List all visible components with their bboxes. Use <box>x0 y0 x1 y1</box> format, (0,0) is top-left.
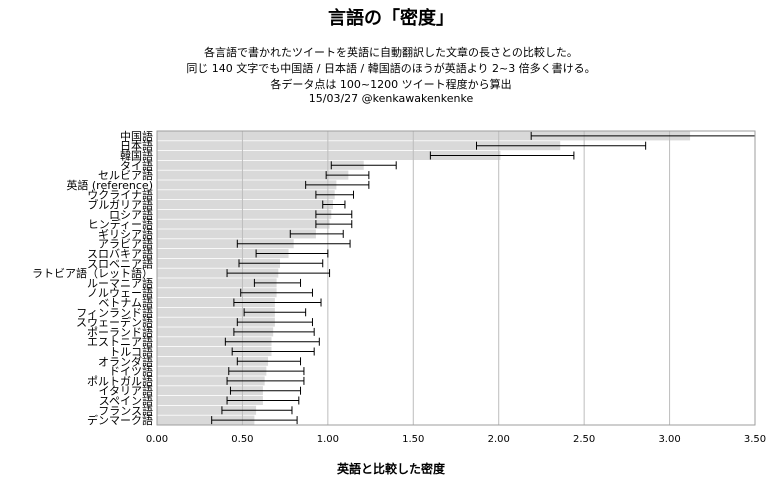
chart-title: 言語の「密度」 <box>328 8 454 29</box>
category-label: ギリシア語 <box>98 227 153 241</box>
category-label: ウクライナ語 <box>87 188 153 202</box>
bar <box>157 249 289 258</box>
plot-frame <box>156 130 756 426</box>
category-label: ポルトガル語 <box>87 374 153 388</box>
category-label: ラトビア語（レット語） <box>32 266 153 280</box>
x-tick-label: 1.50 <box>402 434 424 445</box>
category-label: 英語 (reference) <box>66 178 153 192</box>
category-label: ドイツ語 <box>109 364 153 378</box>
subtitle-line-4: 15/03/27 @kenkawakenkenke <box>308 92 474 105</box>
x-tick-label: 3.50 <box>744 434 766 445</box>
bar <box>157 386 263 396</box>
bar <box>157 200 333 209</box>
bar <box>157 278 277 288</box>
category-label: エストニア語 <box>87 335 153 349</box>
category-label: アラビア語 <box>98 237 153 251</box>
bar <box>157 151 501 160</box>
bar <box>157 356 269 366</box>
bar <box>157 239 294 249</box>
category-label: スペイン語 <box>99 394 153 408</box>
subtitle-line-3: 各データ点は 100~1200 ツイート程度から算出 <box>270 78 512 91</box>
bar <box>157 258 281 268</box>
category-label: フィンランド語 <box>76 305 153 319</box>
bar <box>157 190 335 200</box>
category-label: ノルウェー語 <box>87 286 153 300</box>
bar <box>157 219 330 229</box>
bar <box>157 327 274 337</box>
category-label: スウェーデン語 <box>76 315 153 329</box>
x-tick-label: 2.50 <box>573 434 595 445</box>
category-label: イタリア語 <box>98 384 153 398</box>
bar <box>157 229 316 239</box>
category-label: オランダ語 <box>98 354 153 368</box>
bar <box>157 209 332 219</box>
category-label: 中国語 <box>120 129 153 143</box>
category-label: タイ語 <box>120 158 153 172</box>
bar <box>157 376 265 386</box>
bar <box>157 288 277 298</box>
category-label: デンマーク語 <box>87 413 153 427</box>
category-label: 韓国語 <box>120 149 153 163</box>
bar <box>157 366 267 376</box>
bar <box>157 268 279 278</box>
x-tick-label: 3.00 <box>658 434 680 445</box>
category-label: セルビア語 <box>98 168 153 182</box>
category-label: ロシア語 <box>109 207 153 221</box>
category-label: トルコ語 <box>109 345 153 359</box>
x-tick-label: 0.00 <box>146 434 168 445</box>
category-label: フランス語 <box>98 403 153 417</box>
category-label: ポーランド語 <box>87 325 153 339</box>
category-label: ブルガリア語 <box>87 198 153 212</box>
category-label: スロベニア語 <box>87 256 153 270</box>
x-tick-label: 2.00 <box>488 434 510 445</box>
bar <box>157 180 337 190</box>
bar <box>157 405 257 415</box>
category-label: ヒンディー語 <box>88 217 153 231</box>
bar <box>157 396 263 405</box>
bar <box>157 298 275 307</box>
category-label: スロバキア語 <box>87 247 153 261</box>
bar <box>157 337 272 347</box>
bar <box>157 141 561 151</box>
x-tick-label: 1.00 <box>317 434 339 445</box>
bar <box>157 307 275 317</box>
bar <box>157 170 349 180</box>
subtitle-line-1: 各言語で書かれたツイートを英語に自動翻訳した文章の長さとの比較した。 <box>204 46 578 59</box>
x-axis-label: 英語と比較した密度 <box>336 462 445 476</box>
bar <box>157 317 275 327</box>
x-tick-label: 0.50 <box>231 434 253 445</box>
bar <box>157 131 691 141</box>
category-label: ルーマニア語 <box>87 276 153 290</box>
bar <box>157 415 255 425</box>
category-label: ベトナム語 <box>98 296 153 310</box>
category-label: 日本語 <box>120 139 153 153</box>
bar <box>157 160 364 170</box>
subtitle-line-2: 同じ 140 文字でも中国語 / 日本語 / 韓国語のほうが英語より 2~3 倍… <box>186 62 596 75</box>
bar <box>157 347 272 356</box>
